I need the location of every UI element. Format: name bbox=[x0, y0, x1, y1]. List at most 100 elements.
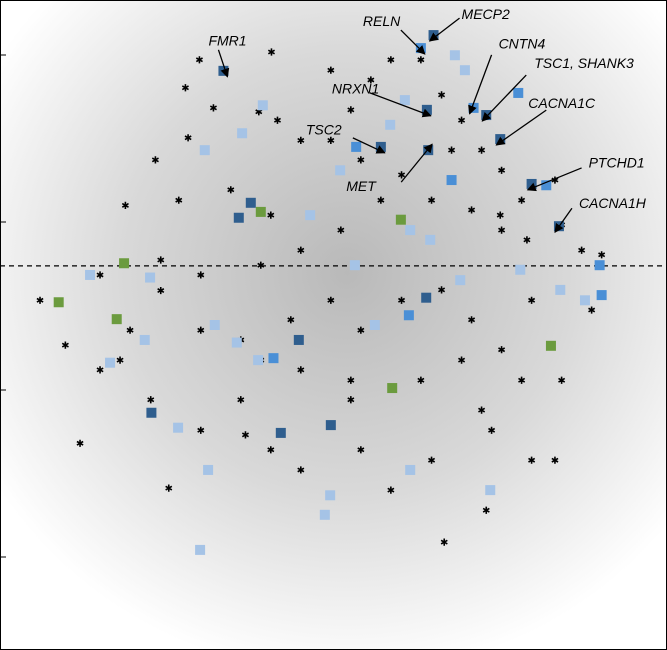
star-point bbox=[347, 396, 355, 404]
square-point bbox=[245, 197, 256, 208]
square-point bbox=[421, 292, 432, 303]
square-point bbox=[255, 206, 266, 217]
square-point bbox=[385, 119, 396, 130]
square-point bbox=[253, 355, 264, 366]
annotation-arrow bbox=[369, 92, 432, 118]
star-point bbox=[496, 211, 504, 219]
annotation-label: NRXN1 bbox=[332, 81, 379, 97]
star-point bbox=[468, 316, 476, 324]
square-point bbox=[275, 427, 286, 438]
square-point bbox=[85, 269, 96, 280]
star-point bbox=[551, 456, 559, 464]
star-point bbox=[257, 261, 265, 269]
star-point bbox=[357, 326, 365, 334]
star-point bbox=[498, 166, 506, 174]
square-point bbox=[579, 295, 590, 306]
annotation-label: FMR1 bbox=[208, 33, 246, 49]
square-point bbox=[105, 357, 116, 368]
annotation-label: MET bbox=[346, 178, 377, 194]
square-point bbox=[231, 337, 242, 348]
square-point bbox=[145, 272, 156, 283]
marks: FMR1 RELN MECP2 CNTN4 TSC1, SHANK3 CACNA1C NRX… bbox=[0, 6, 667, 555]
star-point bbox=[297, 466, 305, 474]
star-point bbox=[347, 106, 355, 114]
square-point bbox=[325, 420, 336, 431]
square-point bbox=[325, 490, 336, 501]
star-point bbox=[197, 271, 205, 279]
square-point bbox=[173, 422, 184, 433]
star-point bbox=[578, 246, 586, 254]
star-point bbox=[267, 446, 275, 454]
star-point bbox=[273, 116, 281, 124]
annotation-arrow bbox=[526, 167, 582, 192]
annotation-arrow bbox=[217, 49, 230, 78]
square-point bbox=[293, 334, 304, 345]
square-point bbox=[335, 165, 346, 176]
square-point bbox=[349, 260, 360, 271]
star-point bbox=[96, 271, 104, 279]
star-point bbox=[197, 426, 205, 434]
star-point bbox=[357, 156, 365, 164]
square-point bbox=[446, 175, 457, 186]
star-point bbox=[458, 116, 466, 124]
square-point bbox=[405, 464, 416, 475]
annotation-arrow bbox=[400, 29, 426, 55]
star-point bbox=[227, 186, 235, 194]
square-point bbox=[425, 234, 436, 245]
annotation-label: MECP2 bbox=[462, 6, 510, 22]
star-point bbox=[287, 316, 295, 324]
star-point bbox=[126, 326, 134, 334]
star-point bbox=[438, 286, 446, 294]
star-point bbox=[448, 146, 456, 154]
star-point bbox=[478, 406, 486, 414]
star-point bbox=[377, 196, 385, 204]
star-point bbox=[357, 446, 365, 454]
square-point bbox=[596, 290, 607, 301]
star-point bbox=[523, 236, 531, 244]
star-point bbox=[528, 296, 536, 304]
annotation-arrow bbox=[554, 207, 573, 233]
square-point bbox=[455, 275, 466, 286]
annotation-label: CACNA1H bbox=[579, 195, 647, 211]
square-point bbox=[485, 485, 496, 496]
star-point bbox=[488, 426, 496, 434]
star-point bbox=[551, 176, 559, 184]
star-point bbox=[528, 456, 536, 464]
star-point bbox=[498, 346, 506, 354]
annotation-arrow bbox=[468, 54, 493, 115]
star-point bbox=[558, 376, 566, 384]
star-point bbox=[428, 196, 436, 204]
star-point bbox=[147, 396, 155, 404]
star-point bbox=[151, 156, 159, 164]
annotation-arrow bbox=[400, 143, 433, 183]
square-point bbox=[515, 264, 526, 275]
star-point bbox=[184, 134, 192, 142]
square-point bbox=[459, 65, 470, 76]
square-point bbox=[111, 314, 122, 325]
star-point bbox=[121, 201, 129, 209]
square-point bbox=[545, 340, 556, 351]
square-point bbox=[305, 210, 316, 221]
star-point bbox=[297, 136, 305, 144]
square-point bbox=[237, 128, 248, 139]
star-point bbox=[337, 226, 345, 234]
square-point bbox=[233, 212, 244, 223]
star-point bbox=[458, 356, 466, 364]
axis-ticks bbox=[0, 54, 6, 558]
annotation-label: CNTN4 bbox=[499, 36, 546, 52]
square-point bbox=[399, 95, 410, 106]
star-point bbox=[241, 431, 249, 439]
star-point bbox=[440, 538, 448, 546]
square-point bbox=[594, 260, 605, 271]
star-point bbox=[327, 136, 335, 144]
square-point bbox=[541, 180, 552, 191]
star-point bbox=[297, 246, 305, 254]
square-point bbox=[268, 353, 279, 364]
star-point bbox=[327, 296, 335, 304]
star-point bbox=[428, 456, 436, 464]
square-point bbox=[319, 509, 330, 520]
annotation-label: CACNA1C bbox=[528, 95, 596, 111]
star-point bbox=[267, 211, 275, 219]
